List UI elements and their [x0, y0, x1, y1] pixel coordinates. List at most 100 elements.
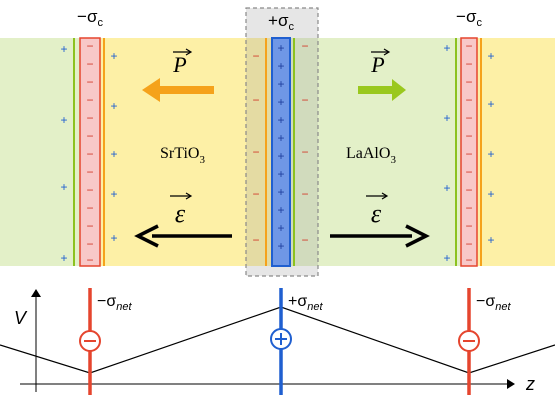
minus-sign: − — [465, 93, 472, 107]
v-axis-label: V — [14, 308, 28, 328]
material-labels: SrTiO3 LaAlO3 — [160, 145, 396, 166]
minus-sign: − — [252, 233, 259, 247]
minus-sign: − — [252, 187, 259, 201]
minus-sign: − — [86, 57, 93, 71]
minus-sign: − — [86, 75, 93, 89]
net-charge-right-label: −σnet — [476, 293, 511, 313]
center-positive-sheet — [271, 37, 291, 267]
background-regions — [0, 38, 555, 266]
vector-bar-right-e-head — [381, 192, 389, 200]
minus-sign: − — [86, 183, 93, 197]
minus-sign: − — [86, 165, 93, 179]
material-label-srtio3: SrTiO3 — [160, 145, 205, 166]
plus-sign: + — [60, 42, 67, 56]
plus-sign: + — [277, 95, 284, 109]
field-label-left: ε — [175, 199, 186, 228]
region-green-laalo3 — [290, 38, 470, 266]
minus-sign: − — [86, 39, 93, 53]
region-yellow-right — [470, 38, 555, 266]
plus-sign: + — [110, 231, 117, 245]
minus-sign: − — [301, 145, 308, 159]
minus-sign: − — [465, 111, 472, 125]
plus-sign: + — [277, 167, 284, 181]
region-green-left — [0, 38, 82, 266]
plus-sign: + — [277, 149, 284, 163]
sigma-labels: −σc +σc −σc — [77, 7, 482, 33]
z-axis-label: z — [525, 374, 535, 394]
plus-sign: + — [443, 111, 450, 125]
field-arrow-right-head — [405, 224, 430, 248]
sigma-c-center-label: +σc — [268, 11, 294, 33]
minus-circle-icon — [79, 330, 101, 352]
minus-sign: − — [465, 165, 472, 179]
polarization-label-left: P — [172, 52, 186, 77]
plus-sign: + — [60, 180, 67, 194]
plus-sign: + — [277, 221, 284, 235]
minus-sign: − — [465, 237, 472, 251]
right-interface — [455, 37, 482, 267]
minus-sign: − — [465, 57, 472, 71]
plus-sign: + — [443, 251, 450, 265]
net-charge-center-label: +σnet — [288, 293, 323, 313]
minus-sign: − — [301, 39, 308, 53]
right-negative-sheet — [460, 37, 478, 267]
left-negative-sheet — [79, 37, 101, 267]
minus-sign: − — [465, 183, 472, 197]
plus-sign: + — [277, 41, 284, 55]
minus-sign: − — [465, 147, 472, 161]
minus-sign: − — [465, 39, 472, 53]
vector-bar-left-e-head — [185, 192, 193, 200]
sigma-c-right-label: −σc — [456, 7, 482, 29]
vector-bar-left-p-head — [185, 48, 193, 56]
field-arrows: ε ε — [134, 192, 430, 248]
plus-sign: + — [277, 185, 284, 199]
minus-circle-icon — [458, 330, 480, 352]
plus-sign: + — [487, 187, 494, 201]
minus-sign: − — [86, 93, 93, 107]
plus-circle-icon — [270, 328, 292, 350]
plus-sign: + — [110, 187, 117, 201]
vector-bar-right-p-head — [383, 48, 391, 56]
plus-sign: + — [277, 203, 284, 217]
plus-sign: + — [487, 233, 494, 247]
plus-sign: + — [277, 77, 284, 91]
minus-sign: − — [301, 233, 308, 247]
minus-sign: − — [465, 219, 472, 233]
minus-sign: − — [86, 237, 93, 251]
plus-sign: + — [443, 41, 450, 55]
minus-sign: − — [86, 147, 93, 161]
material-label-laalo3: LaAlO3 — [346, 145, 396, 166]
minus-sign: − — [465, 253, 472, 267]
plus-sign: + — [277, 131, 284, 145]
minus-sign: − — [465, 75, 472, 89]
plus-sign: + — [487, 49, 494, 63]
left-interface — [73, 37, 105, 267]
plus-sign: + — [487, 97, 494, 111]
polarization-arrow-right — [358, 79, 406, 101]
sigma-c-left-label: −σc — [77, 7, 103, 29]
field-label-right: ε — [371, 199, 382, 228]
minus-sign: − — [252, 145, 259, 159]
minus-sign: − — [301, 187, 308, 201]
polarization-arrows: P P — [142, 48, 406, 102]
plus-sign: + — [277, 113, 284, 127]
minus-sign: − — [252, 49, 259, 63]
polarization-arrow-left — [142, 78, 214, 102]
plus-sign: + — [110, 99, 117, 113]
net-charge-left-label: −σnet — [97, 293, 132, 313]
minus-sign: − — [86, 111, 93, 125]
field-arrow-left-head — [134, 224, 159, 248]
plus-sign: + — [110, 147, 117, 161]
charge-signs: + + + + − − − − − − − − − − − − − + + + … — [60, 39, 494, 267]
plus-sign: + — [60, 251, 67, 265]
plus-sign: + — [487, 147, 494, 161]
minus-sign: − — [465, 201, 472, 215]
minus-sign: − — [86, 219, 93, 233]
minus-sign: − — [465, 129, 472, 143]
region-yellow-srtio3 — [82, 38, 272, 266]
polarization-label-right: P — [370, 52, 384, 77]
potential-plot: V z −σnet +σnet −σnet — [0, 288, 555, 395]
plus-sign: + — [60, 113, 67, 127]
minus-sign: − — [86, 129, 93, 143]
